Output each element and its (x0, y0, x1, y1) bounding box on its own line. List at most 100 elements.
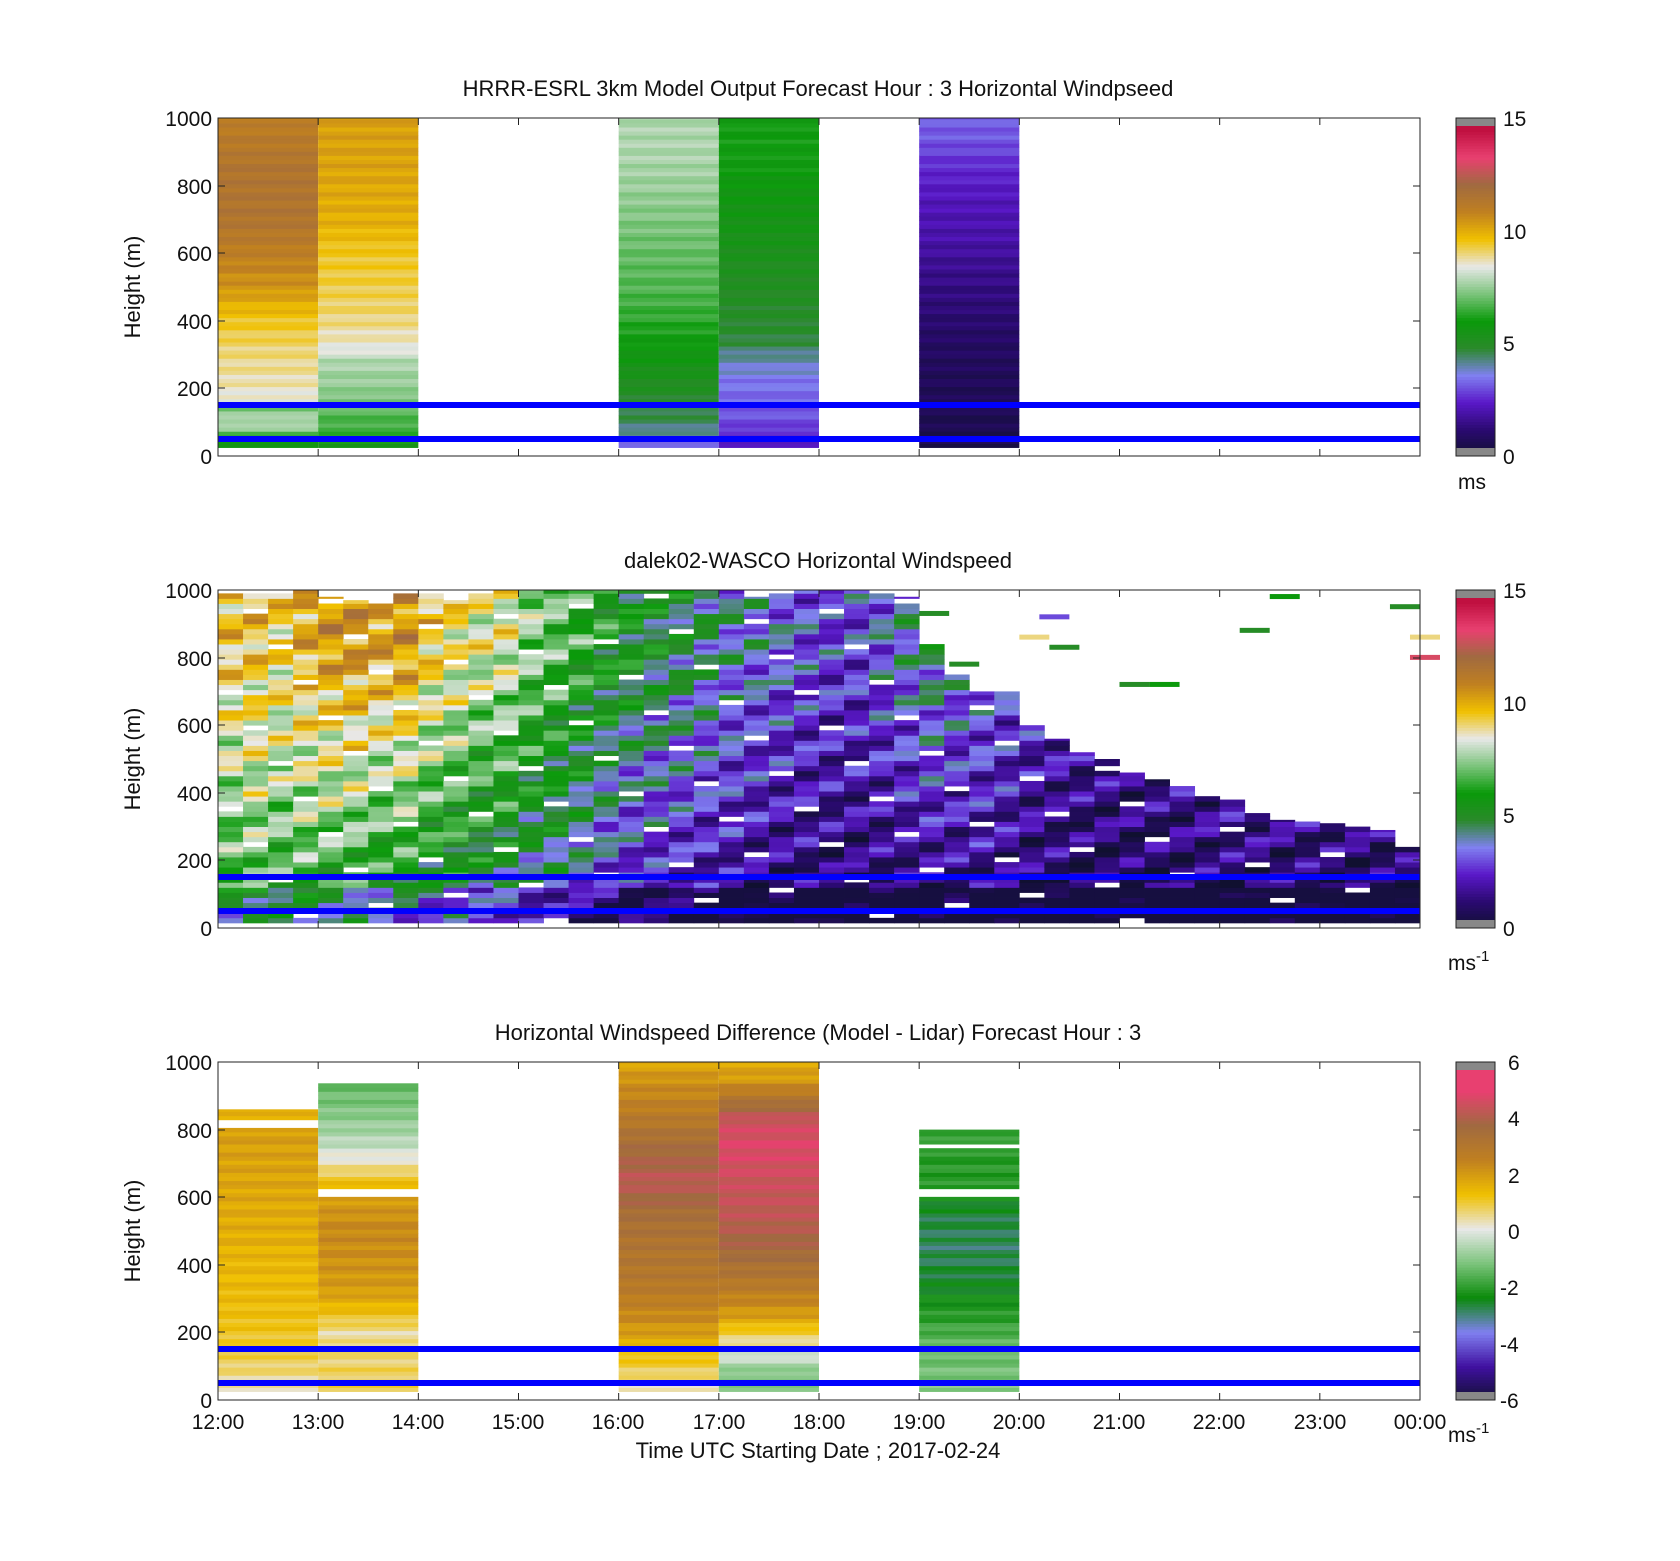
heatmap-cell (768, 902, 795, 909)
colorbar-cell (1456, 1369, 1495, 1373)
heatmap-cell (1119, 791, 1145, 797)
colorbar-cell (1456, 677, 1495, 681)
heatmap-cell (768, 796, 795, 802)
colorbar-cell (1456, 427, 1495, 432)
heatmap-cell (218, 1172, 319, 1177)
heatmap-cell (919, 1172, 1020, 1177)
heatmap-cell (718, 806, 745, 812)
heatmap-cell (343, 644, 369, 650)
heatmap-cell (743, 669, 770, 675)
heatmap-cell (618, 200, 719, 205)
heatmap-cell (1369, 917, 1396, 924)
heatmap-cell (1144, 851, 1170, 858)
heatmap-cell (844, 725, 870, 731)
heatmap-cell (844, 628, 870, 635)
heatmap-cell (318, 791, 344, 797)
colorbar-cell (1456, 1177, 1495, 1181)
heatmap-cell (894, 770, 920, 777)
heatmap-cell (718, 1342, 819, 1348)
heatmap-cell (969, 770, 995, 777)
heatmap-cell (894, 902, 920, 909)
heatmap-cell (919, 1164, 1020, 1169)
heatmap-cell (618, 277, 719, 282)
heatmap-cell (618, 709, 645, 716)
heatmap-cell (393, 770, 419, 777)
heatmap-cell (793, 846, 820, 853)
heatmap-cell (1094, 836, 1120, 843)
heatmap-cell (819, 730, 845, 736)
heatmap-cell (869, 725, 895, 731)
heatmap-cell (819, 867, 845, 873)
heatmap-cell (1044, 821, 1070, 827)
heatmap-cell (443, 603, 469, 609)
heatmap-cell (618, 618, 645, 625)
colorbar-cell (1456, 1112, 1495, 1117)
colorbar-cell (1456, 606, 1495, 611)
heatmap-cell (844, 664, 870, 670)
heatmap-cell (844, 633, 870, 640)
heatmap-cell (443, 877, 469, 883)
heatmap-cell (718, 801, 745, 807)
heatmap-cell (919, 1184, 1020, 1190)
heatmap-cell (1019, 862, 1045, 868)
heatmap-cell (919, 317, 1020, 323)
heatmap-cell (243, 867, 269, 873)
heatmap-cell (1019, 867, 1045, 873)
heatmap-cell (218, 613, 244, 620)
heatmap-cell (343, 775, 369, 782)
colorbar-cell (1456, 651, 1495, 656)
heatmap-cell (1019, 902, 1045, 909)
heatmap-cell (1369, 836, 1396, 843)
heatmap-cell (218, 1257, 319, 1263)
colorbar-cell (1456, 1374, 1495, 1378)
heatmap-cell (793, 765, 820, 772)
heatmap-cell (293, 755, 319, 762)
colorbar-cap (1456, 448, 1495, 456)
heatmap-cell (718, 1131, 819, 1137)
heatmap-cell (718, 119, 819, 124)
heatmap-cell (969, 892, 995, 898)
heatmap-cell (919, 806, 945, 812)
colorbar-cell (1456, 615, 1495, 619)
heatmap-cell (643, 694, 670, 701)
heatmap-cell (919, 1249, 1020, 1255)
heatmap-cell (919, 119, 1020, 124)
heatmap-cell (368, 867, 394, 873)
heatmap-cell (243, 633, 269, 640)
heatmap-cell (668, 846, 695, 853)
heatmap-cell (218, 232, 319, 238)
heatmap-cell (1244, 882, 1271, 888)
heatmap-cell (618, 770, 645, 777)
heatmap-cell (218, 786, 244, 792)
heatmap-cell (318, 694, 344, 701)
heatmap-cell (894, 750, 920, 757)
heatmap-cell (218, 1233, 319, 1238)
heatmap-cell (919, 147, 1020, 152)
colorbar-cell (1456, 1188, 1495, 1193)
heatmap-cell (368, 664, 394, 670)
heatmap-cell (268, 902, 294, 909)
heatmap-cell (318, 406, 419, 412)
heatmap-cell (1069, 836, 1095, 843)
heatmap-cell (718, 1334, 819, 1340)
heatmap-cell (1039, 614, 1070, 620)
heatmap-cell (768, 826, 795, 833)
colorbar-cell (1456, 823, 1495, 828)
heatmap-cell (393, 654, 419, 660)
heatmap-cell (468, 618, 494, 625)
colorbar-cell (1456, 346, 1495, 350)
heatmap-cell (1319, 867, 1346, 873)
heatmap-cell (618, 1148, 719, 1153)
heatmap-cell (743, 596, 770, 599)
heatmap-cell (1144, 841, 1170, 848)
heatmap-cell (919, 175, 1020, 181)
heatmap-cell (293, 877, 319, 883)
heatmap-cell (844, 821, 870, 827)
heatmap-cell (1409, 654, 1440, 660)
heatmap-cell (743, 912, 770, 919)
y-tick-label: 600 (177, 715, 212, 738)
heatmap-cell (718, 765, 745, 772)
heatmap-cell (218, 411, 319, 416)
heatmap-cell (1244, 836, 1271, 843)
heatmap-cell (844, 801, 870, 807)
